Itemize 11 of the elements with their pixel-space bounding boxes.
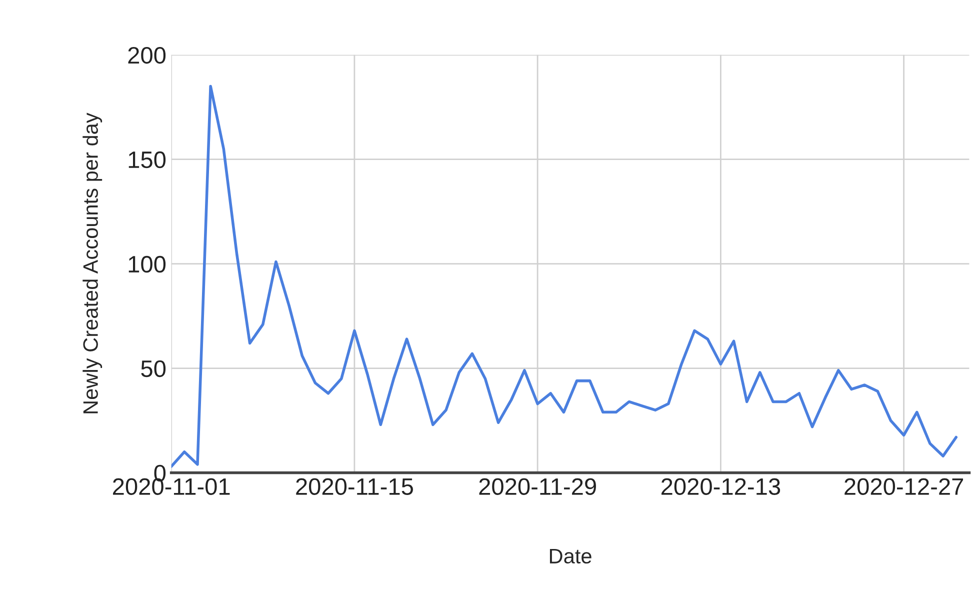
x-tick-label: 2020-11-29 xyxy=(479,478,596,495)
y-tick-label: 200 xyxy=(128,46,166,64)
y-tick-label: 100 xyxy=(128,256,166,273)
x-tick-label: 2020-12-27 xyxy=(844,478,964,495)
x-axis-title: Date xyxy=(550,548,592,564)
x-tick-label: 2020-12-13 xyxy=(661,478,780,495)
y-tick-label: 150 xyxy=(128,151,166,168)
x-tick-label: 2020-11-15 xyxy=(296,478,413,495)
line-series xyxy=(171,84,958,468)
y-axis-title: Newly Created Accounts per day xyxy=(82,112,102,414)
y-tick-label: 50 xyxy=(141,360,166,378)
